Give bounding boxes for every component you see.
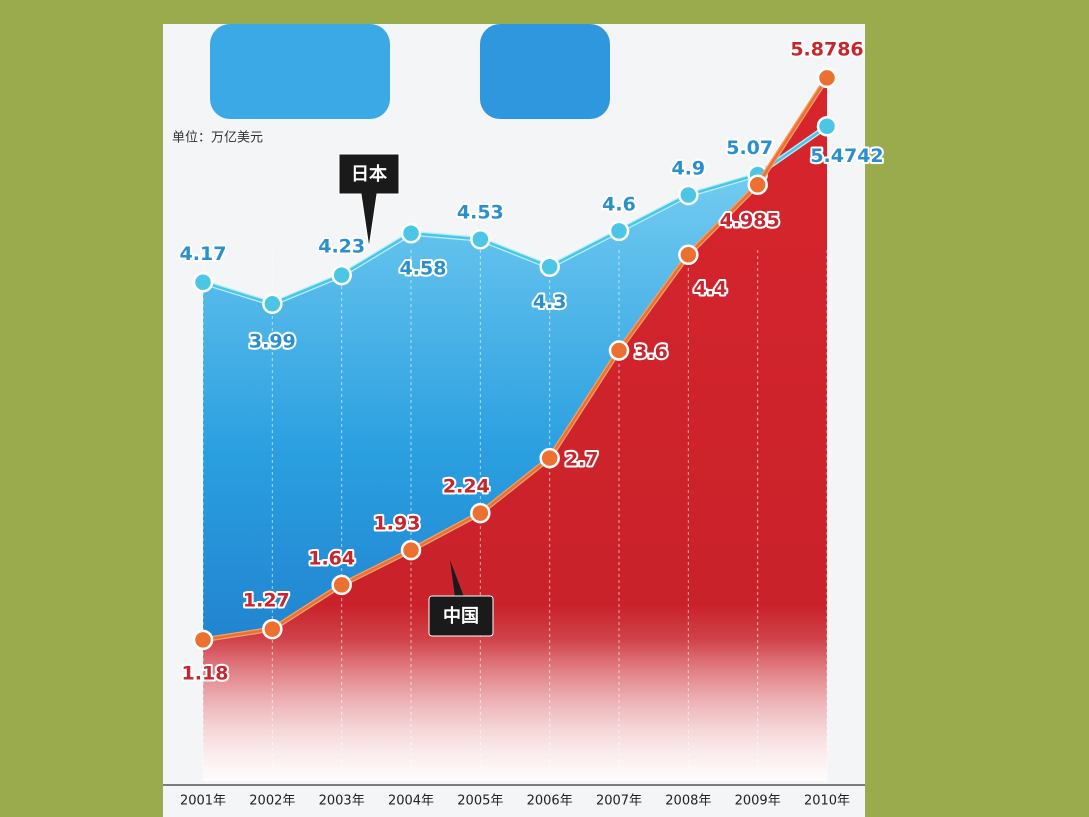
value-label: 1.93 <box>374 513 421 535</box>
point <box>539 256 560 277</box>
value-label: 4.53 <box>457 202 504 224</box>
title-deco <box>480 24 610 119</box>
value-label: 4.23 <box>318 236 365 258</box>
point <box>816 67 838 89</box>
point <box>747 174 768 196</box>
legend-label: 日本 <box>351 163 387 185</box>
x-tick-label: 2006年 <box>527 794 573 809</box>
point <box>816 116 838 137</box>
x-tick-label: 2001年 <box>180 794 226 809</box>
value-label: 4.985 <box>720 209 780 231</box>
value-label: 4.6 <box>602 193 636 215</box>
value-label: 4.58 <box>400 258 447 280</box>
fade <box>203 640 827 781</box>
x-tick-label: 2010年 <box>804 794 850 809</box>
value-label: 1.64 <box>308 547 355 569</box>
value-label: 5.8786 <box>790 38 863 60</box>
unit-label: 单位：万亿美元 <box>172 131 263 146</box>
point <box>678 184 699 206</box>
series-line-core <box>202 77 829 642</box>
value-label: 3.99 <box>249 330 296 352</box>
point <box>331 574 352 596</box>
point <box>470 228 491 250</box>
point <box>608 340 630 361</box>
value-label: 2.7 <box>565 449 599 471</box>
value-label: 1.27 <box>243 590 290 612</box>
x-tick-label: 2004年 <box>388 794 434 809</box>
callout-box <box>428 595 494 637</box>
value-label: 4.4 <box>693 277 727 299</box>
point <box>262 618 283 640</box>
value-label: 5.07 <box>726 137 773 159</box>
point <box>470 502 491 524</box>
title-deco <box>210 24 390 119</box>
point <box>192 272 214 293</box>
point <box>262 293 283 315</box>
x-tick-label: 2003年 <box>319 794 365 809</box>
value-label: 4.17 <box>180 243 227 265</box>
callout <box>450 560 464 597</box>
point <box>400 222 422 244</box>
series-line-core <box>202 125 828 306</box>
value-label: 4.3 <box>533 291 567 313</box>
point <box>678 244 699 266</box>
x-tick-label: 2005年 <box>457 794 503 809</box>
value-label: 2.24 <box>443 476 490 498</box>
point <box>608 220 630 242</box>
point <box>539 447 560 469</box>
point <box>400 539 422 561</box>
callout <box>338 153 400 249</box>
x-tick-label: 2002年 <box>249 794 295 809</box>
x-tick-label: 2009年 <box>735 794 781 809</box>
value-label: 1.18 <box>182 662 229 684</box>
point <box>192 629 214 651</box>
x-tick-label: 2007年 <box>596 794 642 809</box>
china-area <box>203 77 827 782</box>
x-tick-label: 2008年 <box>665 794 711 809</box>
value-label: 5.4742 <box>810 145 883 167</box>
legend-label: 中国 <box>443 605 479 627</box>
value-label: 3.6 <box>634 341 668 363</box>
point <box>331 264 352 286</box>
value-label: 4.9 <box>671 157 705 179</box>
